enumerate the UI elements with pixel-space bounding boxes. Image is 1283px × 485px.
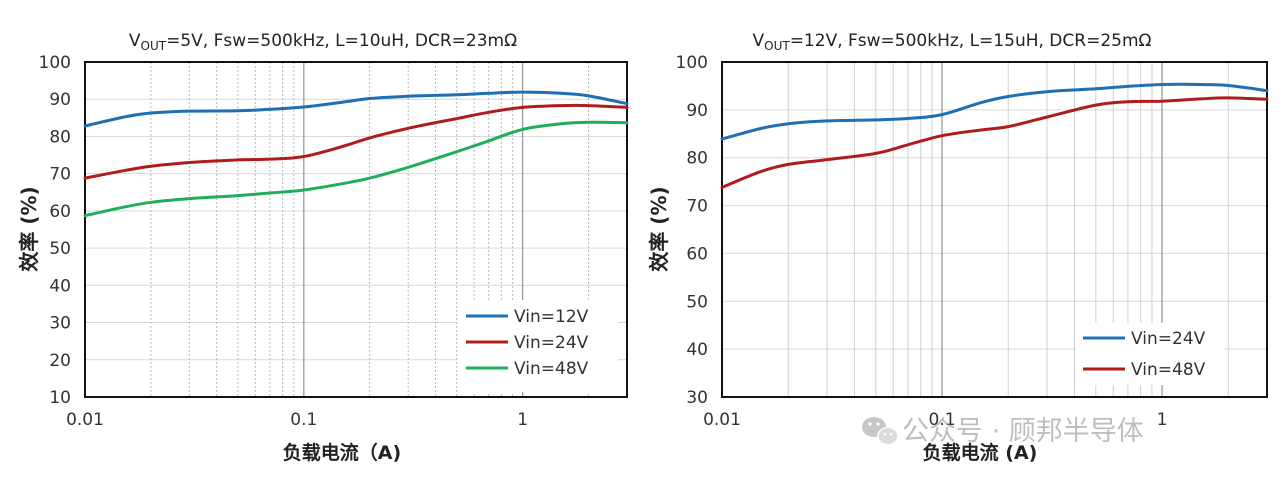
legend: Vin=24V Vin=48V (1075, 323, 1225, 385)
legend-label: Vin=12V (514, 307, 589, 327)
watermark-text: 公众号 · 顾邦半导体 (902, 416, 1144, 447)
y-tick-label: 70 (49, 165, 71, 185)
grid (722, 62, 1267, 397)
x-tick-label: 1 (517, 410, 528, 430)
y-tick-label: 50 (686, 292, 708, 312)
series-line-vin-12v (83, 90, 629, 128)
y-tick-label: 40 (49, 276, 71, 296)
chart-vout-5v: VOUT=5V, Fsw=500kHz, L=10uH, DCR=23mΩ 10… (17, 31, 629, 464)
y-tick-label: 80 (686, 149, 708, 169)
x-tick-labels: 0.01 0.1 1 (66, 410, 528, 430)
series-line-vin-48v (720, 96, 1269, 189)
y-tick-label: 30 (686, 388, 708, 408)
legend-item: Vin=48V (1083, 360, 1206, 380)
x-tick-labels: 0.01 0.1 1 (703, 410, 1167, 430)
y-tick-label: 90 (49, 90, 71, 110)
x-tick-label: 0.01 (703, 410, 741, 430)
series-lines (83, 90, 629, 218)
y-tick-labels: 30 40 50 60 70 80 90 100 (676, 53, 708, 408)
legend: Vin=12V Vin=24V Vin=48V (458, 300, 618, 392)
y-tick-labels: 10 20 30 40 50 60 70 80 90 100 (39, 53, 71, 408)
x-tick-label: 1 (1157, 410, 1168, 430)
x-axis-label: 负载电流（A) (283, 441, 401, 464)
y-tick-label: 90 (686, 101, 708, 121)
y-axis-label: 效率 (%) (647, 186, 671, 271)
chart-title: VOUT=12V, Fsw=500kHz, L=15uH, DCR=25mΩ (752, 31, 1151, 53)
series-line-vin-24v (720, 82, 1269, 141)
y-tick-label: 50 (49, 239, 71, 259)
plot-frame (84, 61, 628, 398)
y-tick-label: 60 (686, 244, 708, 264)
series-lines (720, 82, 1269, 189)
y-tick-label: 60 (49, 202, 71, 222)
legend-label: Vin=24V (1131, 329, 1206, 349)
series-line-vin-48v (83, 120, 629, 218)
legend-item: Vin=12V (466, 307, 589, 327)
y-tick-label: 80 (49, 127, 71, 147)
y-tick-label: 100 (676, 53, 708, 73)
y-tick-label: 70 (686, 197, 708, 217)
x-axis-label: 负载电流 (A) (923, 441, 1038, 464)
x-tick-label: 0.01 (66, 410, 104, 430)
legend-label: Vin=24V (514, 333, 589, 353)
plot-frame (721, 61, 1268, 398)
legend-item: Vin=24V (1083, 329, 1206, 349)
watermark: 公众号 · 顾邦半导体 (862, 416, 1144, 447)
chart-vout-12v: VOUT=12V, Fsw=500kHz, L=15uH, DCR=25mΩ 3… (647, 31, 1269, 464)
x-tick-label: 0.1 (928, 410, 955, 430)
y-tick-label: 100 (39, 53, 71, 73)
y-tick-label: 40 (686, 340, 708, 360)
y-tick-label: 10 (49, 388, 71, 408)
legend-background (1075, 323, 1225, 385)
y-tick-label: 20 (49, 351, 71, 371)
legend-label: Vin=48V (514, 359, 589, 379)
y-tick-label: 30 (49, 314, 71, 334)
x-tick-label: 0.1 (290, 410, 317, 430)
wechat-icon (862, 417, 899, 446)
legend-item: Vin=48V (466, 359, 589, 379)
y-axis-label: 效率 (%) (17, 186, 41, 271)
legend-item: Vin=24V (466, 333, 589, 353)
series-line-vin-24v (83, 103, 629, 180)
legend-label: Vin=48V (1131, 360, 1206, 380)
chart-title: VOUT=5V, Fsw=500kHz, L=10uH, DCR=23mΩ (129, 31, 517, 53)
